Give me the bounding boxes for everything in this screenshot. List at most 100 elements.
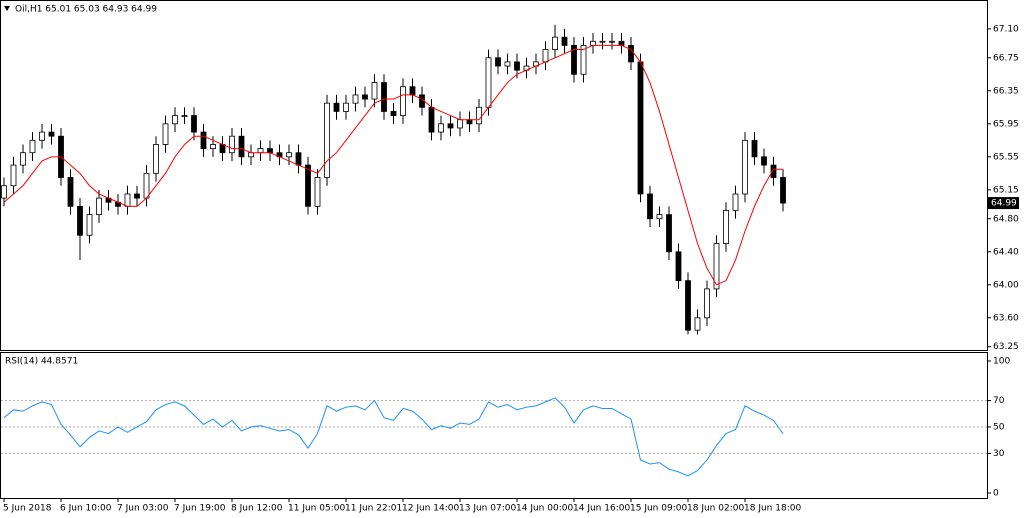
candle-body [286,152,292,158]
candle-body [742,139,748,195]
moving-average [3,44,783,286]
y-tick-label: 65.15 [993,185,1019,195]
candle-body [694,317,701,331]
candle-body [238,135,245,158]
candle-body [143,172,150,199]
y-tick-label: 63.60 [993,313,1019,323]
candle-body [305,164,311,207]
candle-body [371,82,378,100]
candle-body [257,148,264,154]
candle-body [200,131,207,149]
candle-body [580,45,587,75]
price-tag [988,197,1019,210]
x-tick-label: 15 Jun 09:00 [630,504,687,514]
x-tick-label: 11 Jun 22:01 [345,504,402,514]
candle-body [96,197,102,216]
candle-body [362,94,368,100]
y-tick-label: 63.25 [993,342,1019,352]
x-tick-label: 8 Jun 12:00 [231,504,283,514]
y-tick-label: 66.35 [993,86,1019,96]
candle-body [324,102,330,178]
candle-body [210,144,216,149]
candle-body [400,86,406,116]
last-price: 64.99 [991,199,1017,209]
candle-body [352,94,359,104]
candle-body [685,280,691,331]
candle-body [134,193,140,199]
candle-body [542,49,549,63]
candle-body [86,214,93,236]
candle-body [67,177,74,207]
candle-body [162,123,169,145]
candle-body [656,214,663,220]
x-tick-label: 7 Jun 19:00 [174,504,226,514]
x-tick-label: 5 Jun 2018 [3,504,52,514]
candle-body [675,251,682,282]
candle-body [77,205,83,236]
candle-body [647,193,653,220]
candle-body [248,152,254,158]
rsi-line [3,397,784,477]
candle-body [552,36,558,50]
price-panel [0,0,988,351]
candle-body [780,177,786,204]
y-tick-label: 0 [993,488,999,498]
x-tick-label: 13 Jun 07:00 [459,504,516,514]
candle-body [723,210,729,244]
symbol-marker [4,6,10,11]
candle-body [124,193,131,207]
candle-body [39,131,45,141]
candle-body [172,115,178,125]
candle-body [229,135,235,154]
x-tick-label: 14 Jun 16:00 [573,504,630,514]
candle-body [476,106,482,125]
x-tick-label: 12 Jun 14:00 [402,504,459,514]
candle-body [590,40,596,46]
candle-body [466,119,473,125]
candle-body [428,106,435,133]
x-tick-label: 18 Jun 18:00 [744,504,801,514]
candle-body [704,288,710,319]
y-tick-label: 100 [993,356,1010,366]
candle-body [628,45,634,63]
candle-body [599,40,606,43]
y-tick-label: 30 [993,449,1005,459]
y-tick-label: 65.55 [993,152,1019,162]
candle-body [10,164,17,187]
y-tick-label: 64.40 [993,247,1019,257]
y-tick-label: 65.95 [993,119,1019,129]
candle-body [314,177,321,207]
x-tick-label: 6 Jun 10:00 [60,504,112,514]
candle-body [637,61,644,195]
candle-body [343,102,349,112]
y-tick-label: 64.00 [993,280,1019,290]
x-tick-label: 11 Jun 05:00 [288,504,345,514]
candle-body [713,243,720,290]
y-tick-label: 50 [993,422,1005,432]
candle-body [267,148,273,154]
candle-body [618,40,625,46]
x-tick-label: 18 Jun 02:00 [687,504,744,514]
candle-body [295,152,302,166]
candle-body [609,40,615,43]
candle-body [438,123,444,133]
candle-body [333,102,340,112]
candle-body [504,61,511,67]
candle-body [571,45,577,75]
candle-body [751,139,758,158]
candle-body [1,185,7,199]
x-tick-label: 7 Jun 03:00 [117,504,169,514]
candle-body [29,139,36,154]
candle-body [181,115,188,117]
y-tick-label: 67.10 [993,24,1019,34]
candle-body [153,144,159,174]
candle-body [514,61,520,71]
candle-body [761,156,767,166]
candle-body [409,86,416,96]
candle-body [390,111,397,116]
candle-body [561,36,568,46]
rsi-panel [0,352,988,499]
candle-body [495,57,501,67]
candle-body [770,164,777,178]
